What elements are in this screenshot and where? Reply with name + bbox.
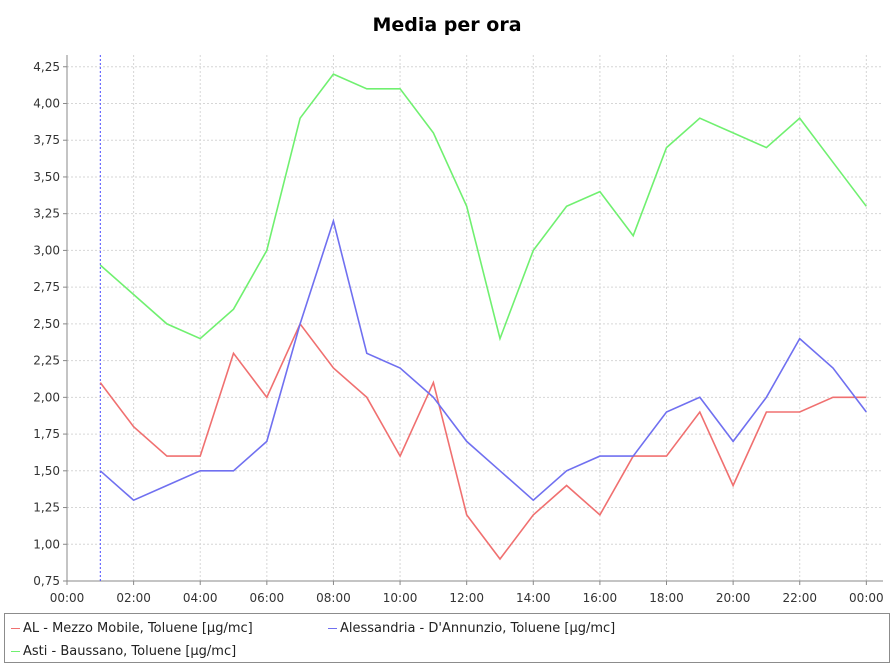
x-tick-label: 10:00 [383, 591, 418, 605]
legend-item-series-3: Asti - Baussano, Toluene [µg/mc] [11, 641, 236, 661]
x-tick-label: 08:00 [316, 591, 351, 605]
legend-swatch-series-2 [328, 627, 337, 629]
y-tick-label: 3,50 [33, 170, 60, 184]
x-tick-label: 12:00 [449, 591, 484, 605]
series-line-3 [99, 73, 867, 342]
legend-label-series-2: Alessandria - D'Annunzio, Toluene [µg/mc… [340, 620, 616, 636]
y-tick-label: 4,25 [33, 60, 60, 74]
x-tick-label: 20:00 [716, 591, 751, 605]
series-line-2 [99, 218, 867, 502]
x-tick-label: 02:00 [116, 591, 151, 605]
x-tick-label: 04:00 [183, 591, 218, 605]
plot-area [67, 55, 883, 581]
y-tick-label: 1,00 [33, 537, 60, 551]
y-tick-label: 3,25 [33, 207, 60, 221]
y-tick-label: 0,75 [33, 574, 60, 588]
x-tick-label: 14:00 [516, 591, 551, 605]
y-tick-label: 3,75 [33, 133, 60, 147]
y-tick-label: 2,00 [33, 390, 60, 404]
legend: AL - Mezzo Mobile, Toluene [µg/mc] Aless… [4, 613, 890, 663]
legend-item-series-1: AL - Mezzo Mobile, Toluene [µg/mc] [11, 618, 253, 638]
y-tick-label: 1,75 [33, 427, 60, 441]
y-tick-label: 1,50 [33, 464, 60, 478]
y-tick-label: 2,75 [33, 280, 60, 294]
x-tick-label: 18:00 [649, 591, 684, 605]
x-tick-label: 06:00 [250, 591, 285, 605]
y-tick-label: 1,25 [33, 501, 60, 515]
y-tick-label: 3,00 [33, 243, 60, 257]
y-tick-label: 2,50 [33, 317, 60, 331]
legend-swatch-series-3 [11, 650, 20, 652]
x-tick-label: 00:00 [50, 591, 85, 605]
y-tick-label: 2,25 [33, 354, 60, 368]
legend-item-series-2: Alessandria - D'Annunzio, Toluene [µg/mc… [328, 618, 615, 638]
legend-label-series-3: Asti - Baussano, Toluene [µg/mc] [23, 643, 237, 659]
series-line-1 [99, 322, 867, 561]
legend-swatch-series-1 [11, 627, 20, 629]
y-tick-label: 4,00 [33, 96, 60, 110]
x-tick-label: 22:00 [782, 591, 817, 605]
chart-title: Media per ora [372, 14, 522, 36]
x-tick-label: 16:00 [583, 591, 618, 605]
x-tick-label: 00:00 [849, 591, 884, 605]
legend-label-series-1: AL - Mezzo Mobile, Toluene [µg/mc] [23, 620, 253, 636]
